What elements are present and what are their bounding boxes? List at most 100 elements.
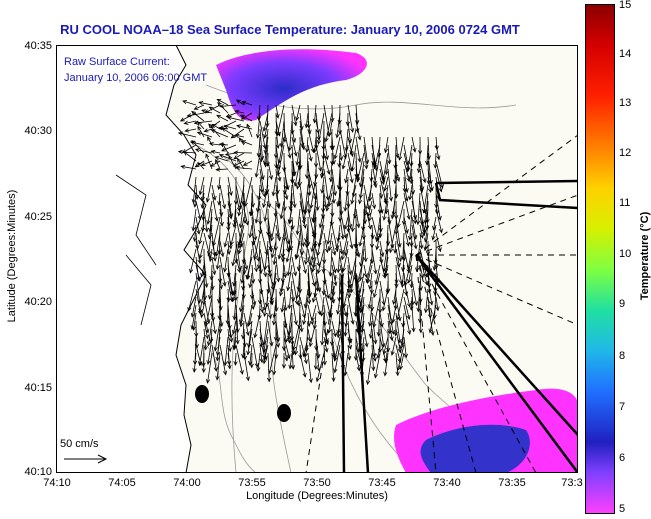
current-vector [309,320,317,347]
current-vector-head [208,106,214,111]
current-vector-head [263,149,268,155]
current-vector-head [301,242,306,248]
current-vector [201,109,213,114]
current-vector-head [388,196,393,202]
current-vector [244,176,253,207]
current-vector [403,160,410,182]
current-vector-head [235,165,241,170]
current-vector-head [263,134,268,139]
current-vector [251,240,257,272]
current-vector-head [325,195,330,201]
current-vector-head [289,245,294,251]
current-vector [371,224,374,239]
current-vector [363,144,367,169]
current-vector-head [248,360,253,366]
current-vector-head [238,223,243,229]
current-vector-head [192,237,198,243]
current-vector [337,296,341,314]
current-vector [355,296,357,316]
current-vector [331,176,335,204]
current-vector-head [331,377,336,383]
current-vector [306,152,309,179]
current-vector [298,288,301,306]
current-vector-head [365,380,371,386]
current-vector [241,264,245,284]
current-vector-head [282,206,287,212]
current-vector-head [296,184,301,190]
current-vector [275,328,279,348]
current-vector-head [349,152,354,158]
current-vector [307,280,310,304]
current-vector [331,136,334,150]
current-vector-head [264,190,269,196]
current-vector [339,256,344,273]
current-vector [275,200,277,217]
current-vector-head [384,209,389,215]
current-vector-head [287,335,292,341]
current-vector-head [244,220,250,226]
current-vector-head [183,151,189,156]
current-vector-head [239,322,244,328]
current-vector [305,224,309,243]
current-vector [201,160,213,166]
current-vector-head [293,121,298,127]
current-vector [259,144,262,162]
current-vector [347,104,354,133]
current-vector-head [204,334,210,340]
current-vector [371,216,379,240]
current-vector [299,216,304,247]
current-vector-head [434,203,439,209]
current-vector-head [240,115,246,120]
current-vector [347,208,351,228]
current-vector [395,328,401,353]
current-vector [233,328,237,350]
current-vector-head [286,354,291,360]
current-vector-head [234,109,240,114]
current-vector [424,224,429,242]
current-vector [264,120,269,139]
current-vector-head [310,148,315,154]
current-vector [236,167,253,170]
current-vector [383,336,389,355]
current-vector-head [355,177,360,182]
current-vector-head [196,229,201,235]
current-vector-head [381,342,386,348]
current-vector [323,288,331,315]
current-vector [220,104,237,107]
current-vector [217,102,229,114]
current-vector-head [332,250,337,256]
current-vector-head [177,149,183,154]
current-vector-head [316,269,321,275]
current-vector [298,256,301,271]
current-vector [264,136,269,165]
current-vector-head [318,167,323,172]
current-vector-head [183,120,189,125]
current-vector [211,129,229,138]
current-vector-head [361,235,366,241]
current-vector [294,160,301,187]
current-vector [203,328,207,350]
current-vector-head [310,316,315,322]
current-vector-head [364,342,369,348]
current-vector-head [309,320,314,326]
current-vector [407,248,413,270]
current-vector [181,165,197,170]
current-vector-head [293,151,298,157]
current-vector-head [245,331,250,337]
current-vector-head [271,191,276,197]
current-vector [427,136,430,160]
current-vector-head [241,286,246,291]
current-vector [321,312,325,345]
current-vector [387,312,393,341]
current-vector-head [356,366,361,372]
current-vector-head [223,361,228,367]
current-vector [304,288,309,308]
current-vector [311,232,317,261]
current-vector-head [206,360,211,366]
current-vector [271,216,277,241]
current-vector [211,264,213,281]
current-vector-head [275,343,281,348]
current-vector [341,232,349,260]
current-vector [395,344,401,363]
current-vector [195,216,200,234]
